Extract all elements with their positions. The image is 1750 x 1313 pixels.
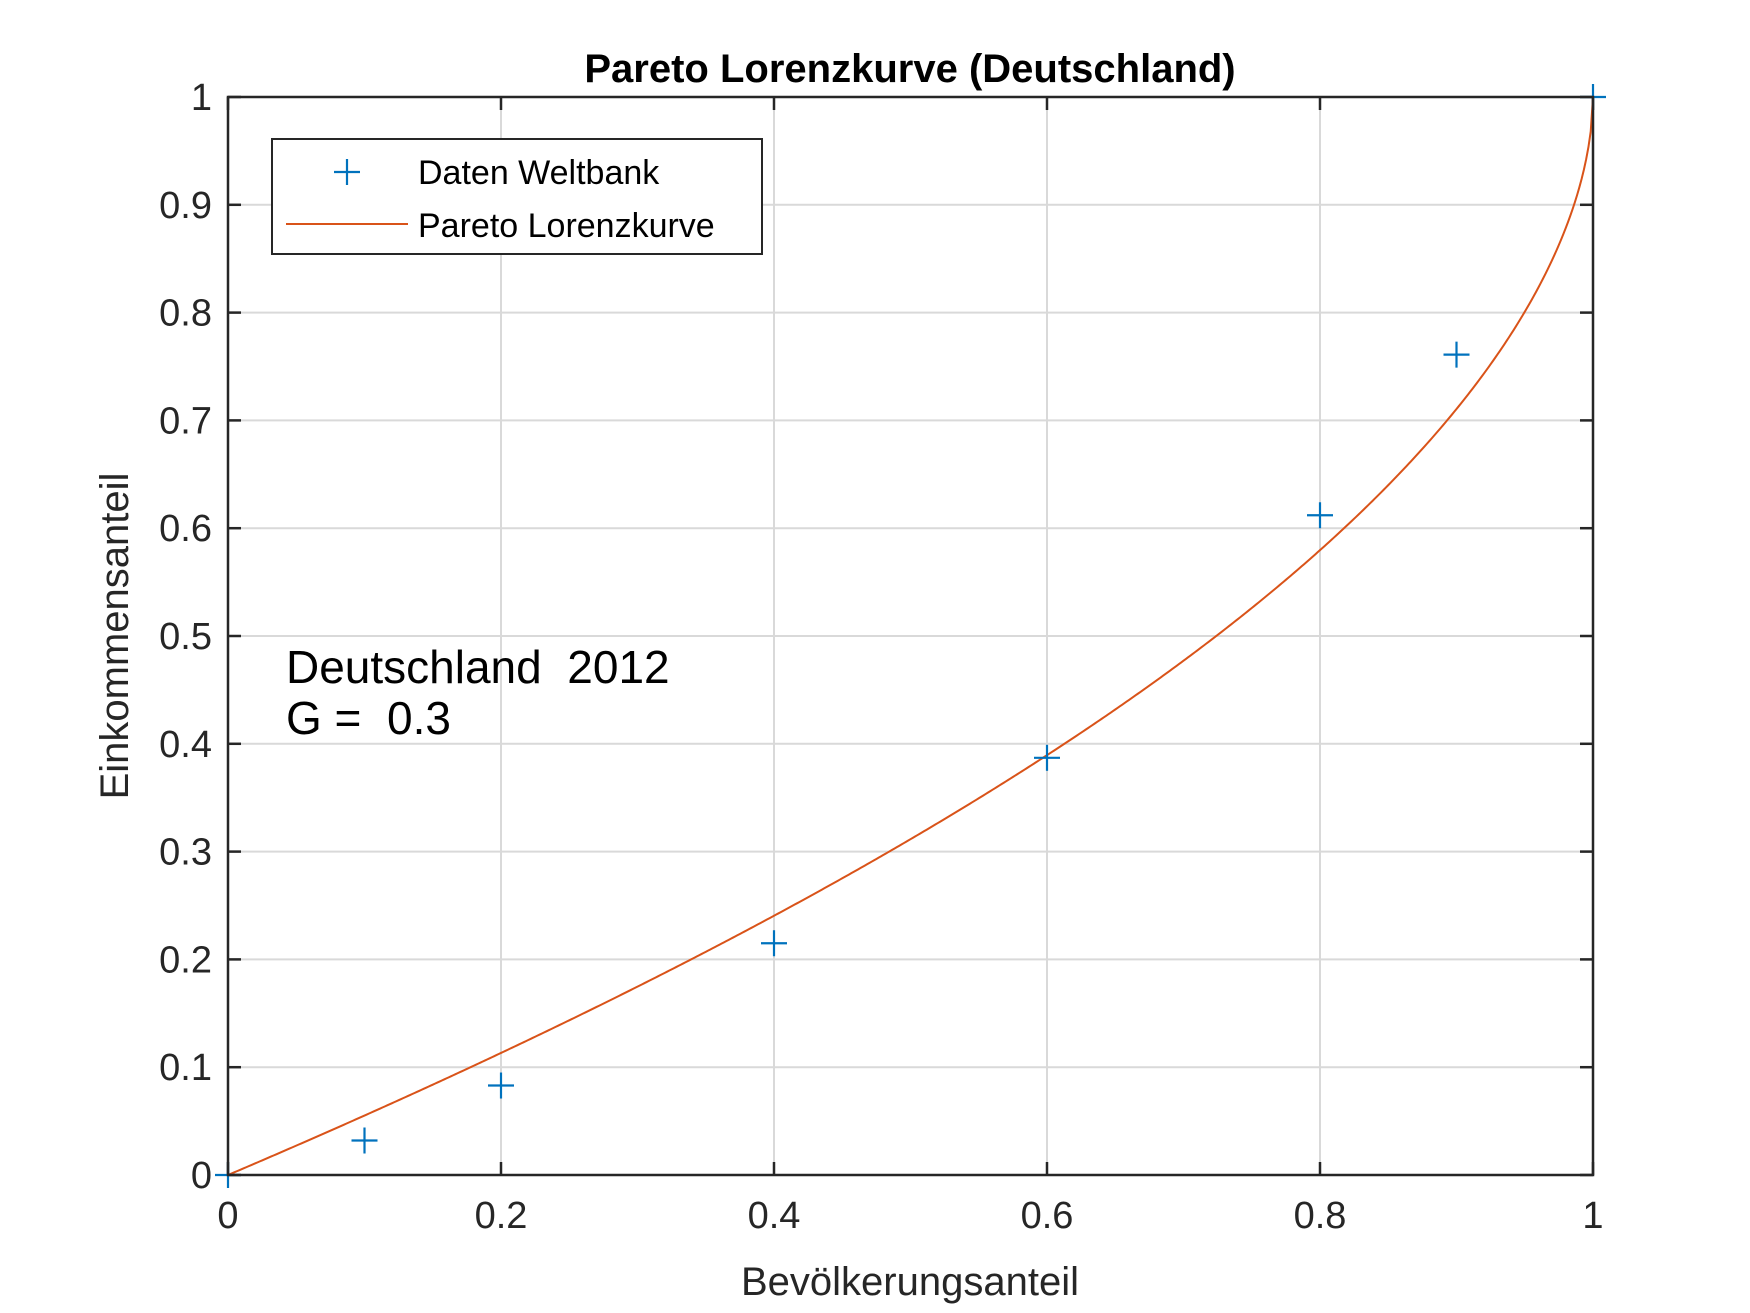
x-axis-title: Bevölkerungsanteil (741, 1260, 1079, 1304)
y-tick-label: 1 (191, 77, 212, 119)
tick-labels: 0 0.2 0.4 0.6 0.8 1 0 0.1 0.2 0.3 0.4 0.5 0.6 0.7 0.8 0… (159, 77, 1603, 1237)
legend: Daten Weltbank Pareto Lorenzkurve (271, 138, 763, 255)
y-tick-label: 0.2 (159, 939, 212, 981)
data-point-daten-weltbank (1443, 341, 1470, 368)
y-tick-label: 0.8 (159, 293, 212, 335)
data-point-daten-weltbank (761, 930, 787, 957)
x-tick-label: 1 (1582, 1195, 1603, 1237)
y-tick-label: 0.9 (159, 185, 212, 227)
plot-frame (226, 95, 1595, 1177)
data-point-daten-weltbank (1034, 744, 1060, 771)
legend-label-daten-weltbank: Daten Weltbank (418, 154, 660, 192)
legend-box (271, 138, 763, 255)
data-point-daten-weltbank (488, 1072, 514, 1099)
chart-title: Pareto Lorenzkurve (Deutschland) (584, 47, 1235, 91)
x-tick-label: 0 (217, 1195, 238, 1237)
annotation-country-year: Deutschland 2012 (286, 641, 670, 693)
y-tick-label: 0 (191, 1155, 212, 1197)
y-tick-label: 0.6 (159, 508, 212, 550)
series-line-pareto-lorenzkurve (227, 96, 1594, 1176)
data-point-daten-weltbank (1307, 502, 1333, 529)
x-tick-label: 0.2 (475, 1195, 528, 1237)
x-tick-label: 0.6 (1021, 1195, 1074, 1237)
y-tick-label: 0.5 (159, 616, 212, 658)
data-point-daten-weltbank (351, 1127, 378, 1154)
legend-marker-daten-weltbank (334, 159, 360, 185)
y-axis-title: Einkommensanteil (93, 473, 137, 800)
legend-label-pareto-lorenzkurve: Pareto Lorenzkurve (418, 207, 715, 245)
y-tick-label: 0.1 (159, 1047, 212, 1089)
annotation-gini: G = 0.3 (286, 692, 451, 744)
y-tick-label: 0.3 (159, 832, 212, 874)
y-tick-label: 0.4 (159, 724, 212, 766)
y-tick-label: 0.7 (159, 400, 212, 442)
x-tick-label: 0.4 (748, 1195, 801, 1237)
x-tick-label: 0.8 (1294, 1195, 1347, 1237)
